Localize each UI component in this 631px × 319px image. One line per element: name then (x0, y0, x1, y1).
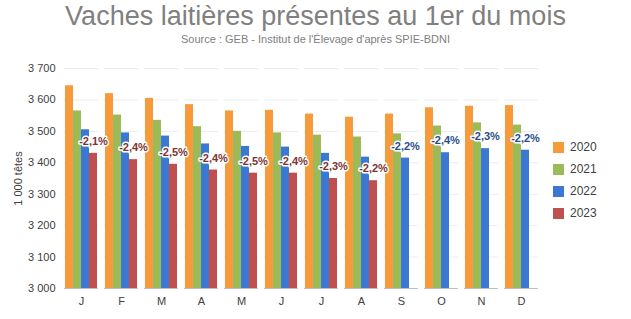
svg-text:M: M (157, 295, 166, 307)
svg-text:-2,4%: -2,4% (431, 134, 460, 146)
svg-text:F: F (118, 295, 125, 307)
svg-text:-2,3%: -2,3% (471, 130, 500, 142)
svg-text:A: A (358, 295, 366, 307)
svg-text:3 300: 3 300 (28, 188, 56, 200)
html-text:2022: 2022 (570, 184, 597, 198)
svg-text:3 000: 3 000 (28, 282, 56, 294)
svg-text:-2,5%: -2,5% (159, 146, 188, 158)
svg-text:A: A (198, 295, 206, 307)
svg-text:-2,4%: -2,4% (279, 155, 308, 167)
svg-text:-2,5%: -2,5% (239, 155, 268, 167)
html-text:Vaches laitières présentes au: Vaches laitières présentes au 1er du moi… (65, 1, 566, 31)
html-text:2020: 2020 (570, 140, 597, 154)
svg-text:-2,4%: -2,4% (199, 152, 228, 164)
svg-text:S: S (398, 295, 405, 307)
svg-text:-2,2%: -2,2% (359, 162, 388, 174)
svg-text:3 400: 3 400 (28, 156, 56, 168)
svg-text:-2,2%: -2,2% (391, 140, 420, 152)
svg-text:O: O (437, 295, 446, 307)
svg-text:J: J (319, 295, 325, 307)
svg-text:M: M (237, 295, 246, 307)
svg-text:J: J (79, 295, 85, 307)
svg-text:3 500: 3 500 (28, 125, 56, 137)
svg-text:3 700: 3 700 (28, 62, 56, 74)
svg-text:N: N (478, 295, 486, 307)
svg-text:-2,1%: -2,1% (79, 135, 108, 147)
svg-text:3 200: 3 200 (28, 219, 56, 231)
svg-text:D: D (518, 295, 526, 307)
svg-text:J: J (279, 295, 285, 307)
html-text:2021: 2021 (570, 162, 597, 176)
html-text:2023: 2023 (570, 206, 597, 220)
svg-text:3 600: 3 600 (28, 93, 56, 105)
svg-text:-2,3%: -2,3% (319, 160, 348, 172)
html-text:Source : GEB - Institut de l'É: Source : GEB - Institut de l'Élevage d'a… (181, 33, 450, 45)
svg-text:-2,2%: -2,2% (511, 132, 540, 144)
svg-text:3 100: 3 100 (28, 251, 56, 263)
svg-text:1 000 têtes: 1 000 têtes (12, 151, 24, 206)
svg-text:-2,4%: -2,4% (119, 141, 148, 153)
